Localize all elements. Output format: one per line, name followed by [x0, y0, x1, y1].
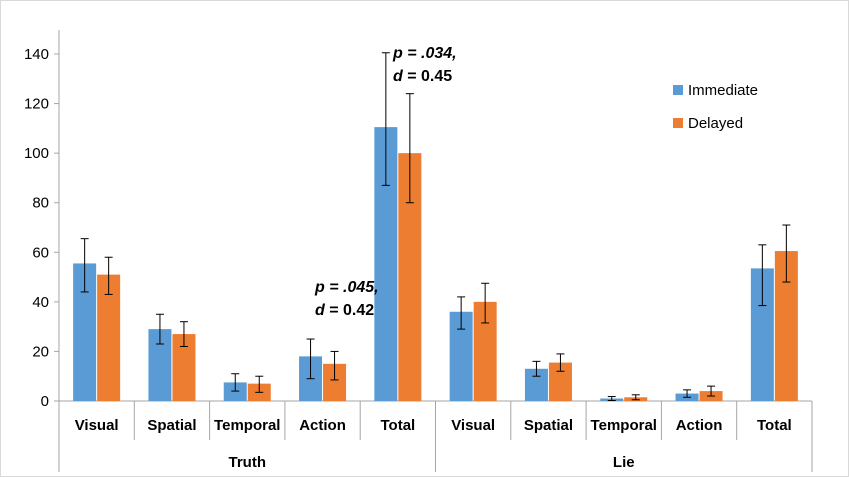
category-label: Action — [299, 417, 346, 434]
bar-delayed — [97, 274, 121, 401]
bar-immediate — [148, 329, 172, 401]
group-label: Truth — [229, 454, 267, 471]
y-tick-label: 120 — [24, 96, 49, 113]
category-label: Total — [757, 417, 792, 434]
bar-delayed — [172, 334, 196, 401]
legend-label: Delayed — [688, 115, 743, 132]
bar-delayed — [473, 301, 497, 401]
category-label: Temporal — [591, 417, 657, 434]
legend-label: Immediate — [688, 82, 758, 99]
category-label: Temporal — [214, 417, 280, 434]
significance-annotation: p = .034, — [392, 45, 457, 62]
category-label: Visual — [451, 417, 495, 434]
bar-immediate — [223, 382, 247, 401]
bar-immediate — [73, 263, 97, 401]
bar-delayed — [548, 362, 572, 401]
bar-immediate — [449, 311, 473, 401]
effect-size-annotation: d = 0.45 — [393, 68, 452, 85]
category-label: Action — [676, 417, 723, 434]
category-label: Total — [380, 417, 415, 434]
category-label: Visual — [75, 417, 119, 434]
y-tick-label: 80 — [32, 195, 49, 212]
y-tick-label: 140 — [24, 46, 49, 63]
y-tick-label: 20 — [32, 343, 49, 360]
bar-delayed — [774, 251, 798, 401]
bar-immediate — [374, 127, 398, 401]
category-label: Spatial — [524, 417, 573, 434]
bar-delayed — [398, 153, 422, 401]
legend-swatch — [673, 118, 683, 128]
legend-swatch — [673, 85, 683, 95]
bar-immediate — [524, 368, 548, 401]
group-label: Lie — [613, 454, 635, 471]
y-tick-label: 100 — [24, 145, 49, 162]
bar-delayed — [323, 363, 347, 401]
effect-size-annotation: d = 0.42 — [315, 302, 374, 319]
y-tick-label: 60 — [32, 244, 49, 261]
category-label: Spatial — [147, 417, 196, 434]
significance-annotation: p = .045, — [314, 279, 379, 296]
y-tick-label: 0 — [41, 393, 49, 410]
y-tick-label: 40 — [32, 294, 49, 311]
bar-immediate — [750, 268, 774, 401]
